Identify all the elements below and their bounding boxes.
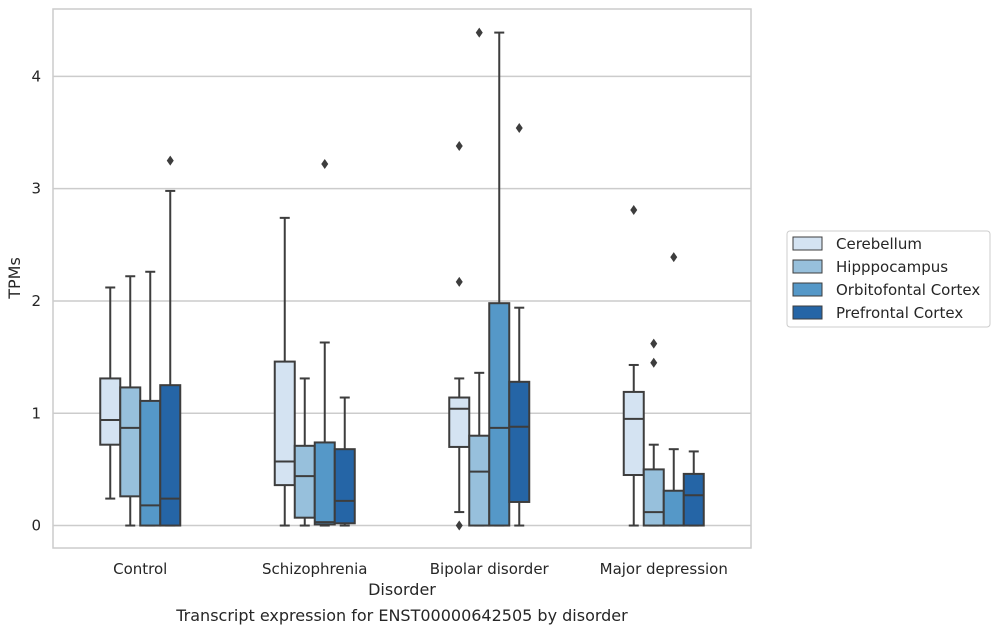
- box-iqr: [448, 396, 471, 448]
- legend-label: Orbitofontal Cortex: [836, 281, 980, 299]
- outlier-point: [166, 155, 174, 166]
- x-tick-label: Schizophrenia: [262, 560, 367, 578]
- figure-caption: Transcript expression for ENST0000064250…: [176, 606, 628, 625]
- box-group: [293, 377, 316, 527]
- x-axis-ticks: Control Schizophrenia Bipolar disorder Majo…: [113, 560, 728, 578]
- x-tick-label: Control: [113, 560, 167, 578]
- box-group: [119, 275, 142, 527]
- box-iqr: [119, 386, 142, 498]
- legend-label: Prefrontal Cortex: [836, 304, 963, 322]
- box-group: [642, 338, 665, 527]
- boxes: [99, 27, 705, 531]
- legend-label: Hipppocampus: [836, 258, 948, 276]
- box-group: [448, 140, 471, 531]
- box-group: [468, 27, 491, 527]
- box-iqr: [293, 444, 316, 519]
- legend-frame: [786, 230, 991, 328]
- y-tick-label: 1: [31, 404, 41, 422]
- box-group: [333, 396, 356, 527]
- legend-swatch: [792, 305, 823, 320]
- outlier-point: [455, 520, 463, 531]
- box-group: [488, 31, 511, 527]
- x-tick-label: Major depression: [600, 560, 728, 578]
- x-axis-label: Disorder: [368, 580, 436, 599]
- outlier-point: [650, 338, 658, 349]
- box-iqr: [622, 390, 645, 477]
- box-iqr: [468, 434, 491, 527]
- box-group: [622, 205, 645, 527]
- outlier-point: [455, 140, 463, 151]
- outlier-point: [321, 158, 329, 169]
- box-iqr: [273, 360, 296, 487]
- x-tick-label: Bipolar disorder: [430, 560, 550, 578]
- y-axis-ticks: 0 1 2 3 4: [31, 67, 41, 534]
- box-group: [682, 450, 705, 527]
- box-iqr: [333, 448, 356, 525]
- outlier-point: [475, 27, 483, 38]
- box-iqr: [159, 384, 182, 527]
- legend: Cerebellum Hipppocampus Orbitofontal Corte…: [786, 230, 991, 328]
- legend-label: Cerebellum: [836, 235, 922, 253]
- legend-swatch: [792, 282, 823, 297]
- plot-area-frame: [52, 8, 752, 549]
- outlier-point: [630, 205, 638, 216]
- box-group: [159, 155, 182, 527]
- box-group: [99, 286, 122, 500]
- legend-swatch: [792, 236, 823, 251]
- box-group: [273, 216, 296, 527]
- outlier-point: [670, 252, 678, 263]
- box-group: [662, 252, 685, 527]
- box-iqr: [508, 380, 531, 503]
- y-tick-label: 0: [31, 517, 41, 535]
- y-axis-label: TPMs: [5, 257, 24, 300]
- box-iqr: [642, 468, 665, 527]
- outlier-point: [650, 357, 658, 368]
- box-group: [139, 270, 162, 527]
- box-iqr: [313, 441, 336, 526]
- outlier-point: [455, 276, 463, 287]
- legend-swatch: [792, 259, 823, 274]
- y-tick-label: 3: [31, 180, 41, 198]
- outlier-point: [515, 123, 523, 134]
- box-iqr: [139, 399, 162, 527]
- box-iqr: [662, 489, 685, 527]
- box-group: [508, 123, 531, 527]
- box-group: [313, 158, 336, 527]
- box-iqr: [682, 472, 705, 527]
- y-tick-label: 2: [31, 292, 41, 310]
- box-iqr: [488, 302, 511, 527]
- y-tick-label: 4: [31, 67, 41, 85]
- box-iqr: [99, 377, 122, 446]
